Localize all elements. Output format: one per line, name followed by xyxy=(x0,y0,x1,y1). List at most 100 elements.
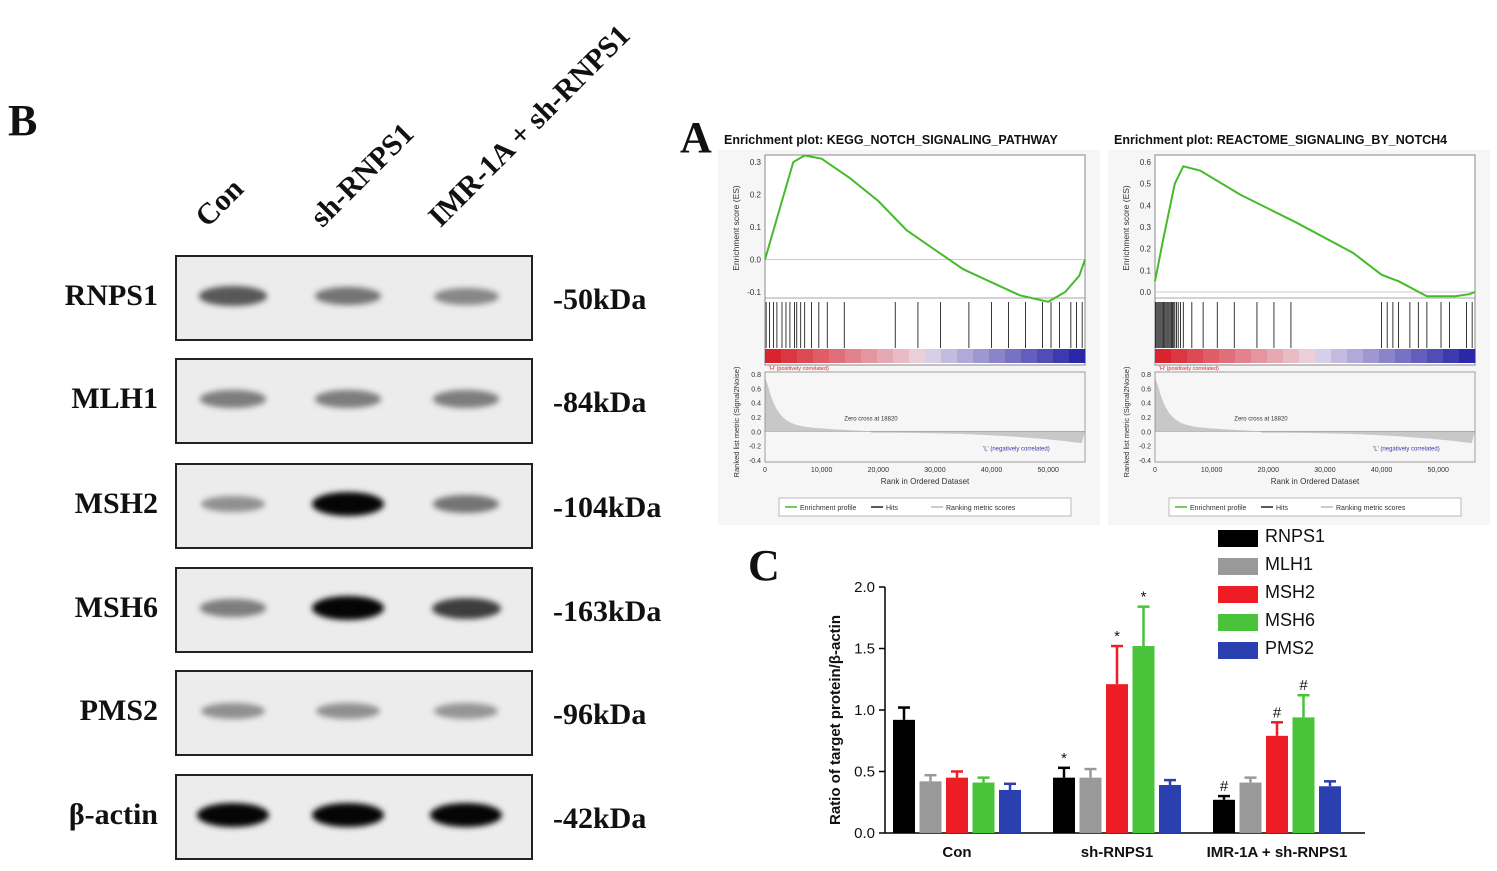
x-tick-label: 10,000 xyxy=(811,467,833,474)
gsea-plot-title: Enrichment plot: REACTOME_SIGNALING_BY_N… xyxy=(1114,133,1448,147)
metric-tick-label: -0.4 xyxy=(1139,458,1151,465)
y-tick-label: 1.0 xyxy=(854,702,875,719)
blot-band xyxy=(199,286,267,306)
rank-color-segment xyxy=(1171,349,1188,363)
protein-label: RNPS1 xyxy=(64,279,158,312)
rank-color-segment xyxy=(1363,349,1380,363)
es-tick-label: 0.3 xyxy=(750,158,762,167)
rank-color-segment xyxy=(765,349,782,363)
protein-label: MSH6 xyxy=(74,591,158,624)
x-axis-label: Rank in Ordered Dataset xyxy=(881,477,970,486)
rank-color-segment xyxy=(845,349,862,363)
ranking-metric-area xyxy=(765,377,1085,444)
blot-strip xyxy=(175,358,533,444)
bar xyxy=(972,782,995,833)
rank-color-segment xyxy=(973,349,990,363)
metric-tick-label: 0.0 xyxy=(1141,429,1151,436)
blot-band xyxy=(430,803,502,827)
rank-color-segment xyxy=(861,349,878,363)
positive-correlation-label: 'H' (positively correlated) xyxy=(1159,366,1219,372)
metric-tick-label: 0.6 xyxy=(1141,386,1151,393)
blot-band xyxy=(312,596,384,620)
gsea-legend-label: Ranking metric scores xyxy=(1336,505,1406,512)
rank-color-segment xyxy=(1299,349,1316,363)
rank-color-segment xyxy=(1347,349,1364,363)
rank-color-segment xyxy=(1283,349,1300,363)
protein-label: PMS2 xyxy=(79,694,158,727)
rank-color-segment xyxy=(893,349,910,363)
x-axis-label: Rank in Ordered Dataset xyxy=(1271,477,1360,486)
bar xyxy=(1213,799,1235,833)
gsea-legend-box xyxy=(1168,497,1462,517)
es-tick-label: 0.1 xyxy=(1140,266,1152,275)
rank-color-segment xyxy=(1235,349,1252,363)
blot-band xyxy=(200,599,266,617)
metric-tick-label: 0.2 xyxy=(751,415,761,422)
blot-strip xyxy=(175,567,533,653)
blot-strip xyxy=(175,670,533,756)
legend-label: RNPS1 xyxy=(1265,526,1326,546)
bar xyxy=(999,789,1021,833)
rank-color-segment xyxy=(909,349,926,363)
blot-band xyxy=(200,390,266,408)
rank-color-segment xyxy=(1005,349,1022,363)
rank-color-segment xyxy=(1155,349,1172,363)
metric-tick-label: 0.4 xyxy=(1141,401,1151,408)
rank-color-segment xyxy=(1427,349,1444,363)
rank-color-segment xyxy=(1069,349,1086,363)
lane-header: IMR-1A + sh-RNPS1 xyxy=(421,18,637,234)
x-tick-label: 10,000 xyxy=(1201,467,1223,474)
rank-color-segment xyxy=(925,349,942,363)
rank-color-segment xyxy=(957,349,974,363)
category-label: Con xyxy=(942,844,971,861)
metric-axis-label: Ranked list metric (Signal2Noise) xyxy=(1122,366,1131,477)
x-tick-label: 20,000 xyxy=(868,467,890,474)
molecular-weight-label: -50kDa xyxy=(553,283,647,316)
metric-tick-label: -0.2 xyxy=(1139,444,1151,451)
blot-band xyxy=(312,492,384,516)
bar xyxy=(1266,735,1288,833)
rank-color-segment xyxy=(1203,349,1220,363)
metric-tick-label: 0.0 xyxy=(751,429,761,436)
rank-color-segment xyxy=(1053,349,1070,363)
y-tick-label: 0.5 xyxy=(854,764,875,781)
gsea-plot: 0.3 0.2 0.1 0.0 -0.1 Enrichment score (ES) 'H'… xyxy=(718,150,1100,525)
bar xyxy=(1292,717,1315,833)
gsea-frame xyxy=(1154,154,1476,366)
metric-axis-label: Ranked list metric (Signal2Noise) xyxy=(732,366,741,477)
gsea-plot: 0.6 0.5 0.4 0.3 0.2 0.1 0.0 Enrichment score (E… xyxy=(1108,150,1490,525)
rank-color-segment xyxy=(1219,349,1236,363)
x-tick-label: 50,000 xyxy=(1427,467,1449,474)
molecular-weight-label: -84kDa xyxy=(553,386,647,419)
enrichment-profile-line xyxy=(764,154,1086,303)
bar xyxy=(1106,684,1128,833)
blot-band xyxy=(433,287,499,305)
rank-color-segment xyxy=(1459,349,1476,363)
es-tick-label: 0.0 xyxy=(1140,288,1152,297)
blot-band xyxy=(433,702,499,720)
bar xyxy=(1319,786,1341,833)
blot-band xyxy=(315,390,381,408)
bar xyxy=(1159,785,1181,833)
es-tick-label: 0.2 xyxy=(750,191,762,200)
blot-band xyxy=(200,702,266,720)
bar xyxy=(1053,777,1075,833)
rank-color-segment xyxy=(1037,349,1054,363)
y-tick-label: 0.0 xyxy=(854,825,875,842)
molecular-weight-label: -96kDa xyxy=(553,698,647,731)
es-tick-label: 0.0 xyxy=(750,256,762,265)
blot-band xyxy=(197,803,269,827)
y-tick-label: 2.0 xyxy=(854,579,875,596)
legend-label: MSH2 xyxy=(1265,582,1316,602)
x-tick-label: 30,000 xyxy=(1314,467,1336,474)
blot-band xyxy=(312,803,384,827)
metric-tick-label: 0.8 xyxy=(751,372,761,379)
x-tick-label: 30,000 xyxy=(924,467,946,474)
metric-tick-label: 0.6 xyxy=(751,386,761,393)
rank-color-segment xyxy=(1443,349,1460,363)
legend-swatch xyxy=(1218,558,1258,575)
rank-color-segment xyxy=(1251,349,1268,363)
blot-band xyxy=(315,702,381,720)
blot-band xyxy=(433,390,499,408)
molecular-weight-label: -163kDa xyxy=(553,595,662,628)
